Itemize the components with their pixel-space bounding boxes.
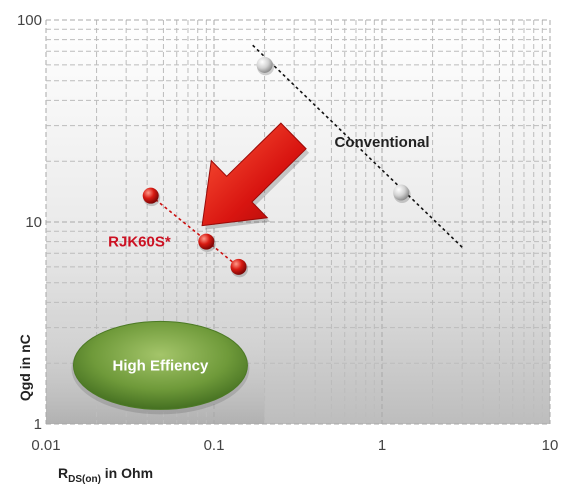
arrow-shape	[201, 122, 307, 227]
conventional-point-1	[256, 56, 273, 73]
improvement-arrow	[201, 122, 310, 230]
series-label-conventional: Conventional	[334, 134, 429, 151]
y-tick-label: 1	[34, 416, 42, 433]
rjk60s-point-2	[198, 233, 215, 250]
x-axis-title-suffix: in Ohm	[101, 465, 153, 481]
x-axis-title: RDS(on) in Ohm	[58, 465, 153, 485]
x-tick-label: 0.1	[204, 437, 225, 454]
x-tick-label: 10	[542, 437, 559, 454]
conventional-point-2	[393, 184, 410, 201]
data-points	[142, 56, 411, 278]
x-axis-title-main: R	[58, 465, 68, 481]
y-axis-title: Qgd in nC	[17, 334, 33, 401]
region-label: High Effiency	[113, 357, 210, 374]
series-label-rjk60s: RJK60S*	[108, 234, 171, 251]
trend-line-rjk60s	[150, 195, 240, 268]
x-tick-label: 0.01	[31, 437, 60, 454]
y-tick-label: 10	[25, 214, 42, 231]
high-efficiency-region: High Effiency	[71, 320, 250, 415]
rjk60s-point-1	[142, 187, 159, 204]
region-ellipse	[72, 320, 248, 410]
trend-lines	[150, 44, 463, 268]
series-labels: Conventional RJK60S*	[108, 134, 429, 251]
axes: 0.01 0.1 1 10 1 10 100 Qgd in nC RDS(on) in Ohm	[17, 12, 558, 485]
x-axis-title-subscript: DS(on)	[68, 474, 101, 485]
y-tick-label: 100	[17, 12, 42, 29]
x-tick-label: 1	[378, 437, 386, 454]
rjk60s-point-3	[230, 258, 247, 275]
trend-line-conventional	[252, 44, 463, 248]
